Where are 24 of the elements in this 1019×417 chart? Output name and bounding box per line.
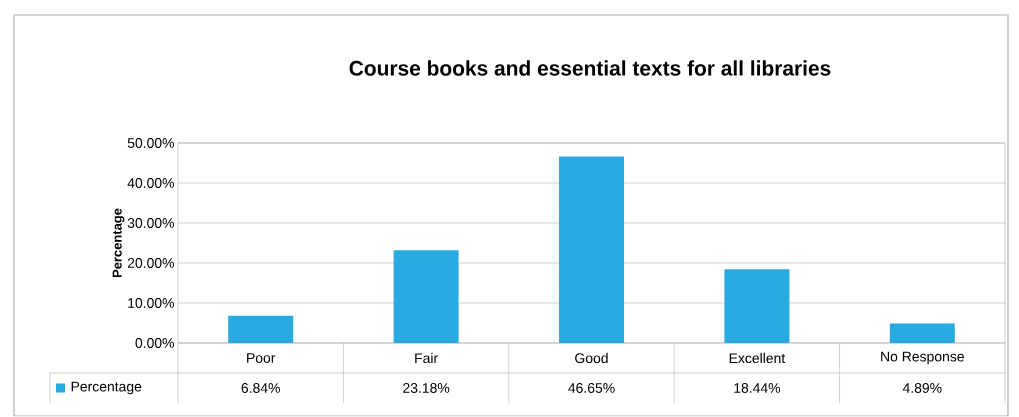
x-tick-label: No Response	[881, 351, 964, 365]
x-tick-label: Good	[575, 353, 608, 364]
y-tick-label: 50.00%	[127, 138, 174, 149]
y-tick-label: 40.00%	[127, 178, 174, 189]
data-label: 23.18%	[403, 383, 450, 394]
x-tick-label: Excellent	[729, 353, 786, 364]
y-axis-title: Percentage	[112, 208, 125, 278]
y-tick-label: 30.00%	[127, 218, 174, 229]
bar	[889, 323, 955, 344]
y-tick-label: 0.00%	[135, 338, 174, 349]
bar	[559, 156, 625, 344]
data-label: 4.89%	[902, 383, 942, 394]
y-tick-label: 20.00%	[127, 258, 174, 269]
data-label: 18.44%	[734, 383, 781, 394]
x-tick-label: Poor	[247, 353, 276, 364]
bar	[393, 250, 459, 344]
y-tick-label: 10.00%	[128, 298, 174, 309]
x-tick-label: Fair	[415, 353, 438, 364]
data-label: 6.84%	[241, 383, 280, 394]
legend-label: Percentage	[71, 381, 142, 395]
bar	[228, 315, 294, 344]
bar	[724, 269, 790, 344]
chart-title: Course books and essential texts for all libraries	[349, 60, 831, 76]
data-label: 46.65%	[568, 383, 615, 394]
